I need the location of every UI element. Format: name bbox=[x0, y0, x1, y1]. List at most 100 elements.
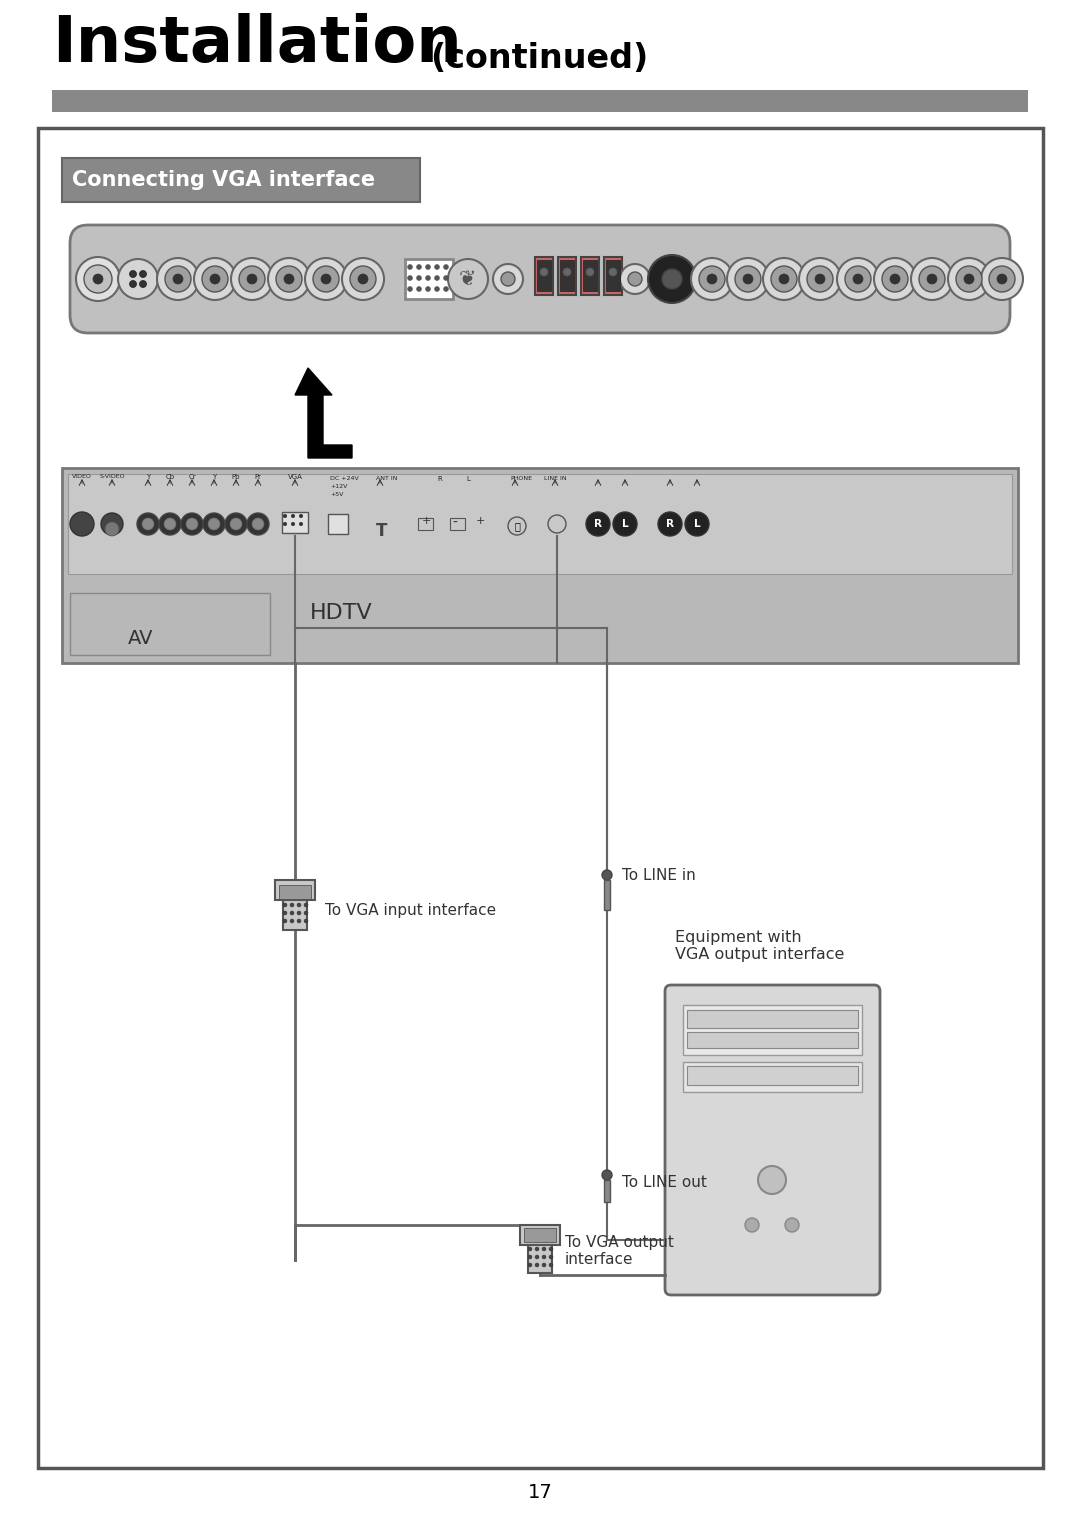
Circle shape bbox=[157, 258, 199, 300]
Text: DC +24V: DC +24V bbox=[330, 476, 359, 481]
Circle shape bbox=[292, 514, 295, 518]
Circle shape bbox=[239, 265, 265, 293]
Bar bbox=[279, 885, 311, 899]
Circle shape bbox=[299, 514, 302, 518]
Circle shape bbox=[407, 264, 413, 270]
Circle shape bbox=[303, 904, 308, 907]
Circle shape bbox=[535, 1263, 539, 1267]
Circle shape bbox=[84, 265, 112, 293]
Circle shape bbox=[342, 258, 384, 300]
Text: To LINE in: To LINE in bbox=[622, 867, 696, 882]
Circle shape bbox=[165, 265, 191, 293]
Bar bbox=[528, 1245, 552, 1273]
Text: Y: Y bbox=[212, 475, 216, 481]
Circle shape bbox=[743, 274, 753, 283]
Bar bbox=[604, 879, 610, 910]
Bar bbox=[604, 1179, 610, 1202]
Text: Equipment with
VGA output interface: Equipment with VGA output interface bbox=[675, 929, 845, 963]
Circle shape bbox=[139, 280, 147, 288]
Circle shape bbox=[291, 911, 294, 916]
Text: Installation: Installation bbox=[52, 14, 462, 74]
Text: To VGA output
interface: To VGA output interface bbox=[565, 1236, 674, 1267]
Circle shape bbox=[548, 515, 566, 534]
Circle shape bbox=[707, 274, 717, 283]
Text: VGA: VGA bbox=[287, 475, 302, 481]
Text: L: L bbox=[467, 476, 470, 482]
Circle shape bbox=[426, 276, 431, 280]
Text: Cb: Cb bbox=[165, 475, 175, 481]
Circle shape bbox=[139, 270, 147, 277]
Text: To LINE out: To LINE out bbox=[622, 1175, 707, 1190]
Text: To VGA input interface: To VGA input interface bbox=[325, 902, 496, 917]
Circle shape bbox=[691, 258, 733, 300]
Text: VIDEO: VIDEO bbox=[72, 475, 92, 479]
Text: T: T bbox=[376, 522, 388, 540]
Circle shape bbox=[299, 522, 302, 526]
Circle shape bbox=[434, 264, 440, 270]
Circle shape bbox=[444, 276, 448, 280]
Circle shape bbox=[685, 512, 708, 537]
Bar bbox=[38, 127, 1043, 1467]
Circle shape bbox=[492, 264, 523, 294]
Text: HDTV: HDTV bbox=[310, 603, 373, 623]
Text: +: + bbox=[475, 515, 485, 526]
Circle shape bbox=[956, 265, 982, 293]
Text: ❦: ❦ bbox=[459, 268, 476, 290]
Circle shape bbox=[417, 276, 421, 280]
Text: R: R bbox=[666, 518, 674, 529]
Circle shape bbox=[407, 276, 413, 280]
Bar bbox=[283, 901, 307, 929]
Text: L: L bbox=[693, 518, 700, 529]
Circle shape bbox=[434, 276, 440, 280]
Bar bbox=[328, 514, 348, 534]
Circle shape bbox=[181, 512, 203, 535]
Circle shape bbox=[874, 258, 916, 300]
Circle shape bbox=[444, 264, 448, 270]
Circle shape bbox=[563, 268, 571, 276]
Circle shape bbox=[997, 274, 1007, 283]
Bar bbox=[450, 518, 465, 531]
Circle shape bbox=[785, 1217, 799, 1233]
Text: Connecting VGA interface: Connecting VGA interface bbox=[72, 170, 375, 190]
Circle shape bbox=[297, 904, 301, 907]
Circle shape bbox=[745, 1217, 759, 1233]
Circle shape bbox=[620, 264, 650, 294]
Circle shape bbox=[426, 264, 431, 270]
Circle shape bbox=[276, 265, 302, 293]
Circle shape bbox=[186, 518, 198, 531]
Circle shape bbox=[528, 1248, 532, 1251]
Circle shape bbox=[837, 258, 879, 300]
Circle shape bbox=[989, 265, 1015, 293]
Text: +: + bbox=[421, 515, 431, 526]
FancyBboxPatch shape bbox=[665, 985, 880, 1295]
Text: LINE IN: LINE IN bbox=[544, 476, 567, 481]
Circle shape bbox=[313, 265, 339, 293]
Circle shape bbox=[210, 274, 220, 283]
Circle shape bbox=[845, 265, 870, 293]
Circle shape bbox=[727, 258, 769, 300]
Circle shape bbox=[164, 518, 176, 531]
Circle shape bbox=[613, 512, 637, 537]
Text: 🎧: 🎧 bbox=[514, 522, 519, 531]
Circle shape bbox=[658, 512, 681, 537]
Circle shape bbox=[426, 287, 431, 291]
Circle shape bbox=[231, 258, 273, 300]
Bar bbox=[687, 1032, 858, 1048]
Bar bbox=[70, 593, 270, 655]
Circle shape bbox=[230, 518, 242, 531]
Circle shape bbox=[602, 870, 612, 879]
Circle shape bbox=[542, 1263, 546, 1267]
Text: R: R bbox=[594, 518, 602, 529]
Circle shape bbox=[208, 518, 220, 531]
Text: S-VIDEO: S-VIDEO bbox=[99, 475, 125, 479]
Circle shape bbox=[762, 258, 805, 300]
Circle shape bbox=[648, 255, 696, 303]
Circle shape bbox=[779, 274, 789, 283]
Circle shape bbox=[247, 512, 269, 535]
Text: ANT IN: ANT IN bbox=[376, 476, 397, 481]
Text: L: L bbox=[622, 518, 629, 529]
Circle shape bbox=[882, 265, 908, 293]
Circle shape bbox=[303, 919, 308, 923]
Circle shape bbox=[118, 259, 158, 299]
Bar bbox=[683, 1063, 862, 1092]
